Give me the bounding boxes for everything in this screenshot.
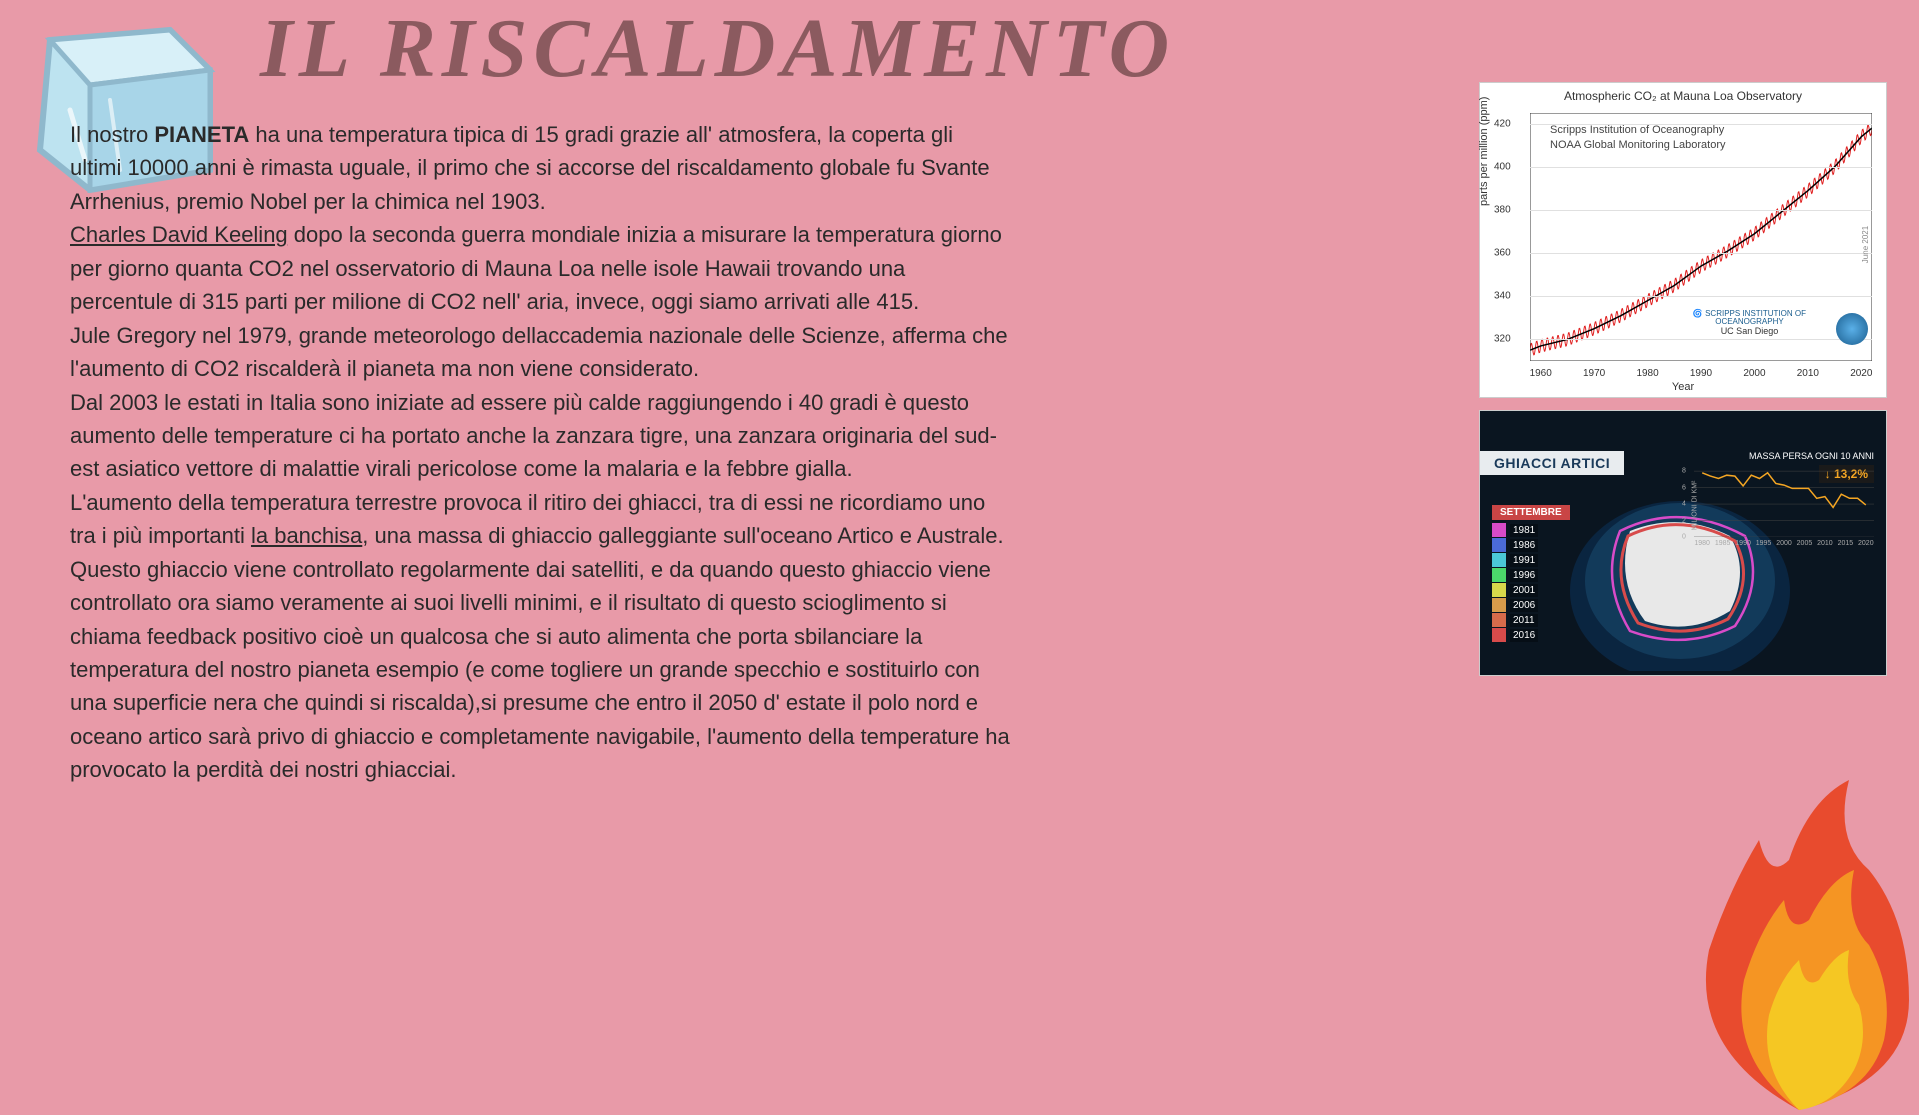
chart2-massa-label: MASSA PERSA OGNI 10 ANNI [1749, 451, 1874, 461]
text-bold: PIANETA [154, 122, 249, 147]
chart2-year-legend: 19811986199119962001200620112016 [1492, 523, 1538, 643]
text-span: , una massa di ghiaccio galleggiante sul… [362, 523, 1003, 548]
chart-date: June 2021 [1861, 226, 1870, 263]
scripps-logo-text: 🌀 SCRIPPS INSTITUTION OF OCEANOGRAPHY UC… [1693, 310, 1806, 337]
chart2-header: GHIACCI ARTICI [1480, 451, 1624, 475]
mini-y-label: MILIONI DI KM² [1691, 481, 1698, 531]
body-text: Il nostro PIANETA ha una temperatura tip… [70, 118, 1010, 787]
text-underline: Charles David Keeling [70, 222, 288, 247]
text-span: Il nostro [70, 122, 154, 147]
chart2-mini-plot: MILIONI DI KM² 0246819801985199019952000… [1694, 467, 1874, 537]
text-span: Dal 2003 le estati in Italia sono inizia… [70, 390, 997, 482]
logo-line: SCRIPPS INSTITUTION OF [1705, 309, 1806, 318]
chart2-month-label: SETTEMBRE [1492, 505, 1570, 520]
mini-line-svg [1694, 467, 1874, 537]
text-underline: la banchisa [251, 523, 362, 548]
logo-line: UC San Diego [1693, 327, 1806, 337]
text-span: Questo ghiaccio viene controllato regola… [70, 557, 1010, 783]
page-title: IL RISCALDAMENTO [260, 0, 1175, 97]
chart-title: Atmospheric CO₂ at Mauna Loa Observatory [1480, 89, 1886, 103]
noaa-logo-icon [1836, 313, 1868, 345]
chart-x-label: Year [1480, 381, 1886, 393]
co2-chart: Atmospheric CO₂ at Mauna Loa Observatory… [1479, 82, 1887, 398]
text-span: Jule Gregory nel 1979, grande meteorolog… [70, 323, 1008, 381]
flame-icon [1659, 770, 1919, 1110]
chart-y-label: parts per million (ppm) [1478, 97, 1490, 206]
arctic-ice-chart: GHIACCI ARTICI MASSA PERSA OGNI 10 ANNI … [1479, 410, 1887, 676]
